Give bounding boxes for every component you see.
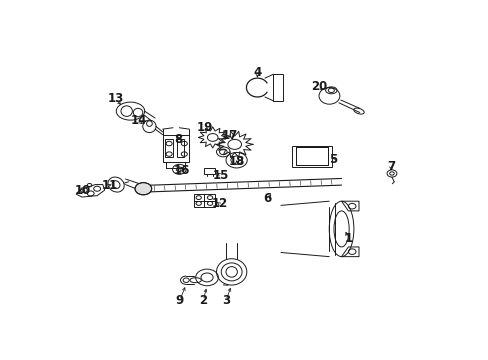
Bar [296, 147, 327, 165]
Text: 12: 12 [211, 198, 227, 211]
Text: 14: 14 [130, 114, 147, 127]
Text: 16: 16 [173, 164, 189, 177]
Text: 13: 13 [107, 92, 123, 105]
Text: 10: 10 [75, 184, 91, 197]
Text: 3: 3 [222, 294, 229, 307]
Text: 2: 2 [199, 294, 207, 307]
Bar [165, 139, 173, 157]
Bar [272, 74, 283, 102]
Bar [163, 135, 189, 162]
Text: 11: 11 [102, 179, 118, 192]
Text: 17: 17 [221, 129, 237, 142]
Text: 5: 5 [328, 153, 337, 166]
Text: 6: 6 [263, 192, 271, 205]
Bar [292, 146, 331, 167]
Circle shape [135, 183, 151, 195]
Text: 18: 18 [228, 156, 244, 168]
Text: 7: 7 [386, 160, 394, 173]
Text: 19: 19 [196, 121, 212, 134]
Text: 4: 4 [253, 66, 261, 79]
Bar [193, 194, 214, 207]
Bar [176, 139, 184, 157]
Text: 15: 15 [212, 169, 229, 182]
Text: 20: 20 [310, 81, 326, 94]
Text: 9: 9 [175, 294, 183, 307]
Bar [204, 168, 215, 174]
Bar [296, 147, 327, 165]
Text: 1: 1 [344, 232, 352, 245]
Text: 8: 8 [174, 133, 183, 146]
